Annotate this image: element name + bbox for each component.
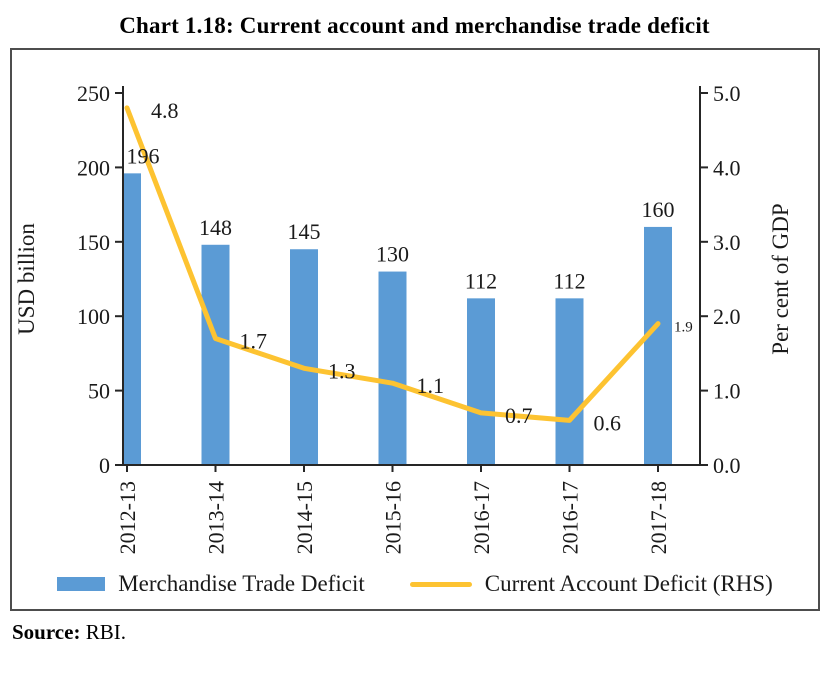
source-text: RBI.: [85, 620, 126, 644]
left-axis-tick: 0: [99, 453, 110, 478]
bar-2015-16: [378, 271, 407, 465]
bar-label: 196: [127, 143, 160, 168]
bar-label: 145: [288, 219, 321, 244]
line-label: 0.7: [505, 403, 533, 428]
left-axis-tick: 200: [77, 155, 110, 180]
line-label: 1.3: [328, 358, 356, 383]
chart-title: Chart 1.18: Current account and merchand…: [119, 13, 710, 38]
bar-label: 112: [465, 268, 497, 293]
chart-plot: 0 50 100 150 200 250 0.0 1.0 2.0 3.0 4.0 5.0 2012-13…: [14, 81, 793, 554]
chart-legend: Merchandise Trade Deficit Current Accoun…: [12, 571, 818, 609]
bar-label: 160: [642, 197, 675, 222]
legend-bar-swatch-icon: [57, 577, 106, 591]
x-axis-label: 2016-17: [469, 481, 494, 554]
x-axis-label: 2016-17: [558, 481, 583, 554]
line-label: 1.1: [417, 373, 445, 398]
line-series: [124, 105, 661, 423]
left-axis-tick: 100: [77, 304, 110, 329]
left-axis-tick: 50: [88, 379, 110, 404]
line-label: 0.6: [594, 410, 622, 435]
right-axis-tick: 0.0: [713, 453, 741, 478]
right-axis-tick: 5.0: [713, 81, 741, 106]
x-axis-label: 2015-16: [381, 481, 406, 554]
chart-box: 0 50 100 150 200 250 0.0 1.0 2.0 3.0 4.0 5.0 2012-13…: [10, 48, 820, 611]
bar-2016-17: [555, 298, 584, 465]
bar-label: 112: [553, 268, 585, 293]
source-note: Source: RBI.: [12, 620, 829, 645]
legend-line-swatch-icon: [409, 581, 472, 587]
bar-2014-15: [290, 249, 318, 465]
source-label: Source:: [12, 620, 81, 644]
right-axis-title: Per cent of GDP: [768, 203, 793, 354]
axes: 0 50 100 150 200 250 0.0 1.0 2.0 3.0 4.0 5.0 2012-13…: [77, 81, 741, 554]
x-axis-label: 2017-18: [646, 481, 671, 554]
bar-label: 130: [376, 242, 409, 267]
bar-2013-14: [201, 244, 230, 465]
x-axis-label: 2012-13: [115, 481, 140, 554]
legend-bar-label: Merchandise Trade Deficit: [118, 571, 365, 596]
x-axis-label: 2014-15: [292, 481, 317, 554]
bar-2012-13: [123, 173, 141, 465]
line-label: 4.8: [151, 98, 179, 123]
deficit-line: [124, 105, 661, 423]
x-axis-label: 2013-14: [204, 481, 229, 554]
line-label: 1.9: [674, 320, 693, 336]
legend-line-label: Current Account Deficit (RHS): [484, 571, 773, 596]
left-axis-title: USD billion: [14, 223, 39, 335]
bar-series: [123, 173, 672, 465]
right-axis-tick: 4.0: [713, 155, 741, 180]
bar-label: 148: [199, 215, 232, 240]
right-axis-tick: 1.0: [713, 379, 741, 404]
left-axis-tick: 150: [77, 230, 110, 255]
left-axis-tick: 250: [77, 81, 110, 106]
line-label: 1.7: [240, 329, 268, 354]
chart-figure: Chart 1.18: Current account and merchand…: [0, 13, 829, 645]
bar-2017-18: [644, 226, 672, 465]
data-labels: 196 148 145 130 112 112 160 4.8 1.7 1.3 1.1 0.7 0.6 1…: [127, 98, 693, 435]
right-axis-tick: 2.0: [713, 304, 741, 329]
right-axis-tick: 3.0: [713, 230, 741, 255]
bar-2016-17: [467, 298, 495, 465]
